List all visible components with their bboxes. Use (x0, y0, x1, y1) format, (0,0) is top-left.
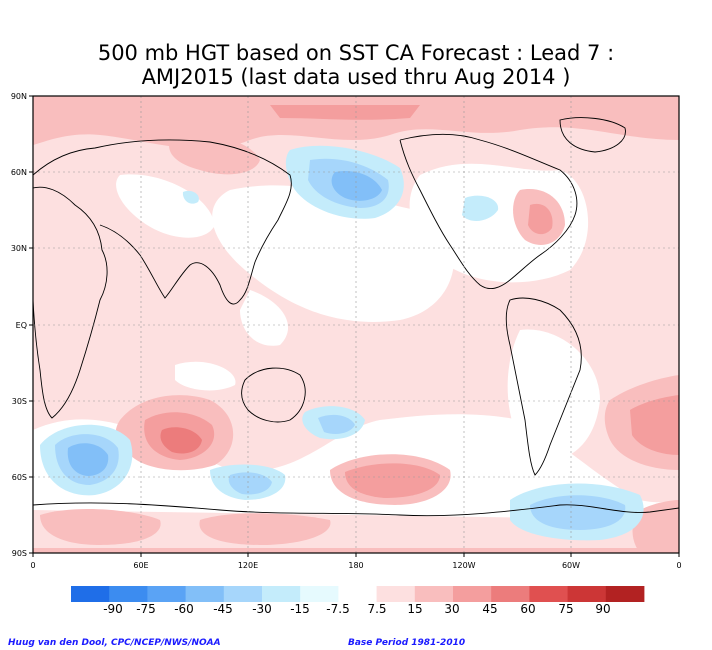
legend-label-7-5: 7.5 (367, 602, 387, 616)
legend-swatch-2 (147, 586, 186, 602)
positive-n-atlantic-core (528, 203, 553, 235)
lat-label-90s: 90S (12, 549, 27, 558)
lat-label-eq: EQ (16, 321, 27, 330)
legend-swatch-7 (338, 586, 377, 602)
legend-label-minus-45: -45 (213, 602, 233, 616)
negative-north-pacific-core (331, 170, 382, 201)
legend-swatch-11 (491, 586, 530, 602)
lat-label-60n: 60N (11, 168, 27, 177)
legend-label-60: 60 (520, 602, 536, 616)
coast-europe-asia (33, 139, 292, 305)
legend-swatch-0 (71, 586, 110, 602)
legend-swatch-12 (529, 586, 568, 602)
title-line-2: AMJ2015 (last data used thru Aug 2014 ) (141, 65, 571, 89)
coastlines (33, 117, 679, 517)
lat-label-90n: 90N (11, 92, 27, 101)
legend-swatch-3 (185, 586, 225, 602)
legend-swatch-10 (453, 586, 492, 602)
lon-label-0-west: 0 (30, 561, 35, 570)
gridlines (33, 96, 679, 553)
legend-label-15: 15 (407, 602, 423, 616)
coast-africa (33, 186, 108, 419)
lon-label-180: 180 (348, 561, 363, 570)
negative-small-asia (182, 190, 199, 204)
neutral-region-west-pacific (240, 290, 289, 346)
legend-label-minus-30: -30 (252, 602, 272, 616)
negative-tasman-core (318, 414, 355, 434)
positive-antarctic-west (40, 508, 161, 545)
neutral-region-pacific (212, 185, 455, 322)
legend-swatch-14 (605, 586, 645, 602)
lon-label-60w: 60W (562, 561, 580, 570)
positive-south-atlantic-east-core (630, 395, 679, 455)
negative-south-atlantic-west-core (67, 443, 109, 476)
lat-label-60s: 60S (12, 473, 27, 482)
legend-label-90: 90 (595, 602, 611, 616)
title-line-1: 500 mb HGT based on SST CA Forecast : Le… (97, 41, 615, 65)
positive-south-pole (33, 548, 679, 553)
coast-greenland (559, 117, 626, 153)
legend-colorbar (71, 586, 645, 602)
positive-core-arctic (270, 105, 420, 120)
coast-antarctica (33, 502, 679, 517)
positive-south-pacific-core (345, 463, 440, 498)
credit-author: Huug van den Dool, CPC/NCEP/NWS/NOAA (8, 638, 221, 648)
legend-label-minus-90: -90 (103, 602, 123, 616)
legend-label-30: 30 (444, 602, 460, 616)
lon-label-120e: 120E (238, 561, 258, 570)
legend-label-minus-15: -15 (290, 602, 310, 616)
negative-south-of-australia-core (228, 472, 272, 495)
lon-label-60e: 60E (133, 561, 148, 570)
neutral-region-africa (116, 174, 215, 238)
lat-label-30n: 30N (11, 244, 27, 253)
coast-north-america (399, 133, 578, 290)
legend-label-minus-75: -75 (136, 602, 156, 616)
coast-south-america (505, 297, 582, 476)
positive-east-asia (169, 136, 260, 175)
legend-label-minus-7-5: -7.5 (326, 602, 350, 616)
positive-south-indian-core (160, 427, 202, 454)
credit-base-period: Base Period 1981-2010 (348, 638, 466, 648)
negative-antarctic-peninsula-core (530, 495, 626, 530)
legend-swatch-4 (223, 586, 263, 602)
neutral-region-indian (175, 361, 236, 391)
legend-swatch-5 (262, 586, 301, 602)
lon-label-120w: 120W (452, 561, 475, 570)
legend-swatch-1 (109, 586, 148, 602)
coast-australia (241, 367, 306, 423)
legend-label-45: 45 (482, 602, 498, 616)
legend-swatch-13 (567, 586, 607, 602)
lon-label-0-east: 0 (676, 561, 681, 570)
lat-label-30s: 30S (12, 397, 27, 406)
tick-marks (29, 95, 680, 557)
legend-label-minus-60: -60 (174, 602, 194, 616)
positive-antarctic-center (199, 513, 331, 545)
legend-swatch-8 (376, 586, 416, 602)
legend-swatch-6 (300, 586, 339, 602)
legend-label-75: 75 (558, 602, 574, 616)
negative-north-atlantic (462, 195, 499, 222)
positive-antarctic-east (632, 500, 679, 553)
legend-swatch-9 (414, 586, 454, 602)
